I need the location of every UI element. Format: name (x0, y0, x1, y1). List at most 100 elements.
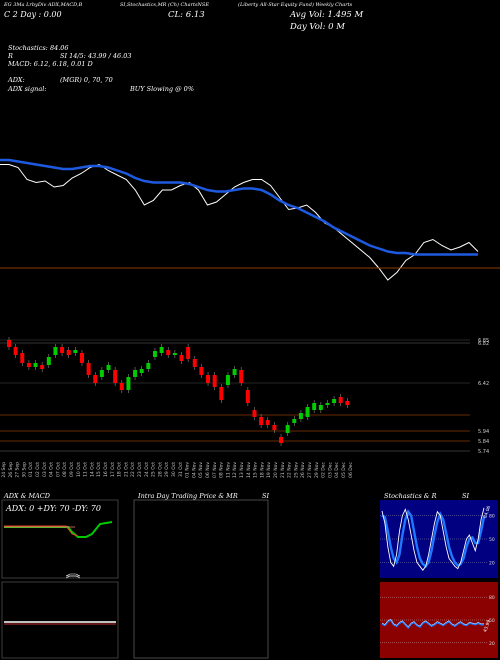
si-line (381, 618, 484, 629)
date-label-49: 04 Dec (334, 461, 340, 477)
candle-30 (206, 375, 211, 383)
candle-28 (192, 359, 197, 367)
candle-19 (133, 370, 138, 377)
date-label-11: 10 Oct (76, 462, 82, 477)
candle-32 (219, 387, 224, 400)
candle-24 (166, 350, 171, 355)
date-label-1: 26 Sep (8, 462, 14, 478)
adx-values: ADX: 0 +DY: 70 -DY: 70 (6, 504, 101, 513)
candle-6 (46, 357, 51, 365)
adx-pos-line (4, 521, 113, 538)
candle-16 (113, 370, 118, 383)
date-label-23: 28 Oct (157, 462, 163, 477)
candle-41 (279, 437, 284, 443)
mgr-readout: (MGR) 0, 70, 70 (60, 76, 113, 84)
candle-0 (7, 340, 11, 347)
candle-50 (338, 397, 343, 403)
date-label-6: 03 Oct (42, 462, 48, 477)
stoch-k-line (381, 507, 485, 571)
si-readout: SI 14/5: 43.99 / 46.03 (60, 52, 132, 60)
date-label-20: 23 Oct (137, 462, 143, 477)
date-label-16: 17 Oct (110, 462, 116, 477)
date-label-33: 11 Nov (225, 462, 231, 478)
date-label-44: 26 Nov (300, 462, 306, 478)
date-label-38: 18 Nov (259, 462, 265, 478)
date-label-48: 03 Dec (327, 461, 333, 477)
si-line-thin (381, 618, 484, 628)
stoch-tick-2: 20 (489, 560, 495, 566)
candle-42 (285, 425, 290, 433)
price-tick-1: 6.82 (478, 341, 489, 347)
price-tick-0: 6.85 (478, 338, 489, 344)
date-label-3: 30 Sep (21, 462, 27, 478)
si-tick-0: 80 (489, 595, 495, 601)
candle-45 (305, 407, 310, 417)
date-label-45: 27 Nov (307, 462, 313, 478)
date-label-32: 08 Nov (219, 462, 225, 478)
candle-21 (146, 363, 151, 369)
candle-4 (33, 363, 38, 367)
candle-49 (332, 399, 337, 403)
candle-26 (179, 355, 184, 361)
price-tick-4: 5.84 (478, 439, 489, 445)
header-mid: SI,Stochastics,MR (120, 2, 167, 8)
date-label-19: 22 Oct (130, 462, 136, 477)
date-label-2: 27 Sep (15, 462, 21, 478)
candle-38 (259, 417, 264, 425)
candle-8 (60, 347, 65, 353)
date-label-24: 29 Oct (164, 462, 170, 477)
adx-signal-label: ADX signal: (8, 85, 47, 93)
candle-39 (265, 420, 270, 425)
adx-neg-line (4, 525, 79, 537)
buy-signal: BUY Slowing @ 0% (130, 85, 194, 93)
date-label-10: 09 Oct (69, 462, 75, 477)
candle-47 (318, 405, 323, 410)
date-label-26: 31 Oct (178, 462, 184, 477)
candle-11 (79, 353, 84, 363)
candle-37 (252, 410, 257, 417)
intraday-si: SI (262, 492, 270, 500)
intraday-frame (133, 499, 269, 659)
candle-13 (93, 375, 98, 383)
candle-5 (40, 365, 45, 369)
candle-17 (119, 383, 124, 390)
date-label-17: 18 Oct (117, 462, 123, 477)
stoch-tick-1: 50 (489, 537, 495, 543)
candle-25 (172, 353, 177, 355)
date-label-42: 22 Nov (287, 462, 293, 478)
date-label-36: 14 Nov (246, 462, 252, 478)
candle-44 (298, 413, 303, 419)
date-label-27: 01 Nov (185, 462, 191, 478)
date-label-47: 02 Dec (321, 461, 327, 477)
date-label-4: 01 Oct (28, 462, 34, 477)
header-code: (Ch) ChartsNSE (168, 2, 209, 8)
candle-48 (325, 403, 330, 405)
date-label-46: 29 Nov (314, 462, 320, 478)
date-label-7: 04 Oct (49, 462, 55, 477)
adx-mini-b (65, 575, 81, 579)
candle-12 (86, 363, 91, 375)
ma-line (0, 158, 478, 256)
date-label-51: 06 Dec (348, 461, 354, 477)
price-tick-2: 6.42 (478, 381, 489, 387)
price-chart: 6.856.82 6.42 5.94 5.84 5.74 24 Sep 26 Sep 27 S… (0, 158, 500, 478)
candle-31 (212, 375, 217, 387)
date-label-40: 20 Nov (273, 462, 279, 478)
price-tick-3: 5.94 (478, 429, 489, 435)
date-label-14: 15 Oct (96, 462, 102, 477)
adx-frame (1, 499, 119, 579)
candle-27 (186, 347, 191, 359)
date-label-30: 06 Nov (205, 462, 211, 478)
stoch-tick-0: 80 (489, 514, 495, 520)
candle-40 (272, 425, 277, 430)
si-tick-1: 50 (489, 618, 495, 624)
price-tick-5: 5.74 (478, 449, 489, 455)
adx-label: ADX: (8, 76, 25, 84)
date-label-31: 07 Nov (212, 462, 218, 478)
stochastics-readout: Stochastics: 84.06 (8, 44, 69, 52)
macd-readout: MACD: 6.12, 6.18, 0.01 D (8, 60, 93, 68)
si-value-label: 43.99 (482, 619, 492, 633)
stoch-d-line (381, 509, 486, 569)
day-change: C 2 Day : 0.00 (4, 10, 62, 19)
header-left: EG 3Ma LrbyDiv ADX,MACD,B (4, 2, 83, 8)
